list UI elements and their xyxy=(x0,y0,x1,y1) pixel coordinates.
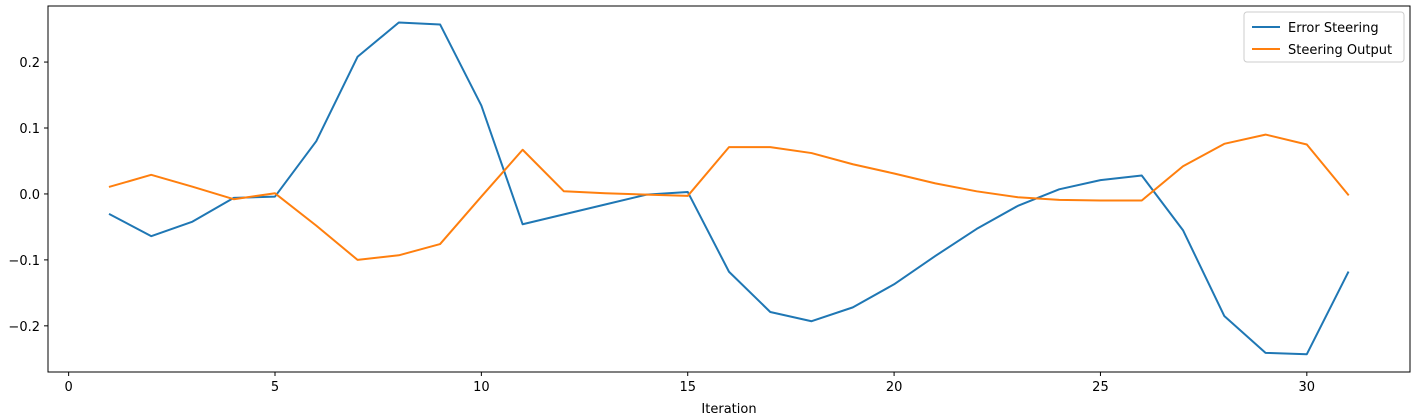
plot-background xyxy=(48,6,1410,372)
x-tick-label: 0 xyxy=(64,380,72,395)
series-line-error-steering xyxy=(108,21,1350,356)
y-tick-label: 0.1 xyxy=(19,122,40,137)
y-tick-label: −0.2 xyxy=(8,320,40,335)
x-tick-label: 5 xyxy=(271,380,279,395)
legend-box xyxy=(1243,11,1405,63)
x-axis-label: Iteration xyxy=(701,402,756,417)
y-tick-label: −0.1 xyxy=(8,254,40,269)
plot-area xyxy=(48,6,1410,372)
y-tick-label: 0.0 xyxy=(19,188,40,203)
legend-label: Steering Output xyxy=(1288,43,1392,58)
x-tick-label: 30 xyxy=(1299,380,1316,395)
x-tick-label: 25 xyxy=(1092,380,1109,395)
series-line-steering-output xyxy=(108,133,1350,261)
legend: Error Steering Steering Output xyxy=(1243,11,1405,63)
series-layer xyxy=(108,21,1350,356)
y-tick-label: 0.2 xyxy=(19,56,40,71)
x-tick-label: 10 xyxy=(473,380,490,395)
axes-layer: 0 5 10 15 20 25 30 −0.2 −0.1 0.0 0.1 0.2 Iteration xyxy=(8,5,1411,417)
x-tick-label: 15 xyxy=(679,380,696,395)
legend-label: Error Steering xyxy=(1288,21,1379,36)
axes-frame xyxy=(47,5,1411,373)
x-tick-label: 20 xyxy=(886,380,903,395)
